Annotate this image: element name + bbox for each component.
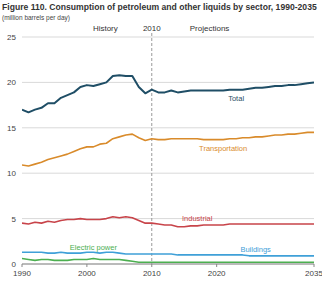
chart: Figure 110. Consumption of petroleum and… — [0, 0, 322, 281]
divider-line — [151, 33, 152, 264]
series-line — [22, 132, 314, 166]
series-line — [22, 259, 314, 263]
y-tick-label: 20 — [7, 78, 16, 87]
series-line — [22, 75, 314, 112]
annotation: Projections — [190, 24, 230, 33]
x-tick-label: 2035 — [305, 269, 322, 278]
series-label: Industrial — [182, 214, 213, 223]
series-line — [22, 217, 314, 227]
y-tick-label: 5 — [12, 215, 17, 224]
x-tick-label: 2000 — [78, 269, 96, 278]
grid-line — [22, 127, 314, 128]
grid-line — [22, 173, 314, 174]
y-tick-label: 0 — [12, 260, 17, 269]
series-label: Total — [228, 94, 244, 103]
divider-label: 2010 — [143, 24, 161, 33]
plot-area — [22, 75, 314, 262]
y-tick-label: 15 — [7, 124, 16, 133]
series-label: Electric power — [70, 243, 118, 252]
y-tick-label: 25 — [7, 33, 16, 42]
x-tick-label: 1990 — [13, 269, 31, 278]
x-tick — [22, 264, 23, 267]
grid-line — [22, 37, 314, 38]
x-tick — [151, 264, 152, 267]
x-tick — [314, 264, 315, 267]
x-tick-label: 2010 — [143, 269, 161, 278]
grid-line — [22, 264, 314, 265]
series-label: Transportation — [199, 144, 247, 153]
title: Figure 110. Consumption of petroleum and… — [2, 2, 317, 12]
grid-line — [22, 82, 314, 83]
series-label: Buildings — [240, 245, 271, 254]
y-tick-label: 10 — [7, 169, 16, 178]
x-tick — [86, 264, 87, 267]
annotation: History — [93, 24, 118, 33]
subtitle: (million barrels per day) — [2, 14, 70, 22]
x-axis — [22, 264, 314, 265]
x-tick — [216, 264, 217, 267]
x-tick-label: 2020 — [208, 269, 226, 278]
